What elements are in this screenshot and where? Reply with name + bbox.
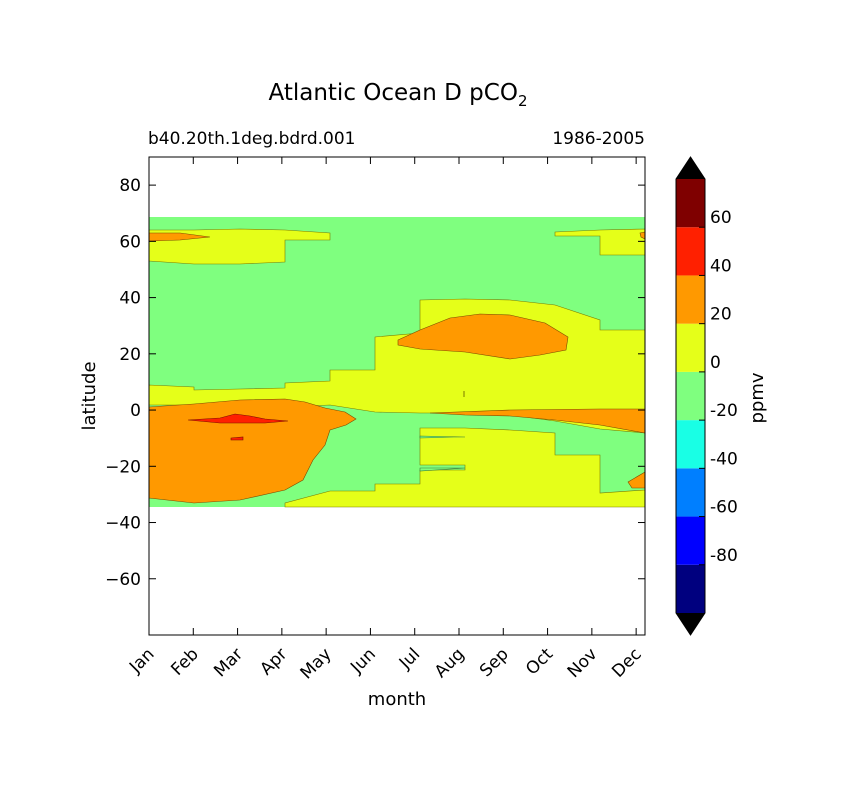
- contour-orange-summer: [397, 313, 569, 360]
- colorbar-tick-label: -40: [710, 449, 738, 469]
- colorbar-tick-label: 20: [710, 305, 732, 325]
- colorbar-segment: [676, 179, 705, 228]
- y-tick-label: −20: [105, 457, 141, 477]
- colorbar-tick-label: 0: [710, 353, 721, 373]
- y-tick-label: 60: [119, 232, 141, 252]
- plot-area: 80 60 40 20 0 −20 −40 −60 Jan Feb Mar Apr May Jun Jul…: [105, 156, 646, 683]
- colorbar: 60 40 20 0 -20 -40 -60 -80: [675, 156, 738, 636]
- x-tick-label: Mar: [210, 644, 247, 681]
- colorbar-over-arrow: [676, 157, 705, 179]
- colorbar-segment: [676, 468, 705, 517]
- x-tick-label: Jan: [125, 644, 158, 677]
- x-tick-label: Oct: [522, 644, 557, 679]
- y-axis-label: latitude: [79, 361, 100, 430]
- colorbar-segment: [676, 371, 705, 421]
- contour-yellow-north-east: [554, 228, 646, 256]
- y-tick-label: 0: [130, 401, 141, 421]
- colorbar-segment: [676, 420, 705, 469]
- contour-red-patch: [187, 413, 289, 424]
- y-tick-label: 40: [119, 289, 141, 309]
- colorbar-under-arrow: [676, 613, 705, 635]
- y-tick-label: 20: [119, 345, 141, 365]
- y-tick-label: 80: [119, 176, 141, 196]
- colorbar-label: ppmv: [747, 372, 768, 423]
- y-tick-label: −60: [105, 570, 141, 590]
- x-tick-label: May: [297, 644, 336, 683]
- x-tick-label: Feb: [167, 644, 202, 679]
- subtitle-left: b40.20th.1deg.bdrd.001: [148, 129, 355, 149]
- contour-green-sliver-1: [419, 435, 466, 439]
- colorbar-outline: [675, 156, 706, 636]
- x-tick-label: Apr: [256, 644, 291, 679]
- contour-red-dot: [230, 436, 244, 441]
- subtitle-right: 1986-2005: [552, 129, 645, 149]
- x-tick-label: Aug: [431, 644, 469, 682]
- x-tick-label: Sep: [476, 644, 513, 681]
- x-tick-label: Jun: [346, 644, 380, 678]
- colorbar-tick-label: 40: [710, 256, 732, 276]
- contour-fills: [148, 217, 646, 508]
- colorbar-tick-label: -20: [710, 401, 738, 421]
- colorbar-segment: [676, 516, 705, 565]
- chart-title: Atlantic Ocean D pCO2: [269, 80, 528, 110]
- x-tick-label: Jul: [395, 644, 424, 673]
- y-axis: 80 60 40 20 0 −20 −40 −60: [105, 176, 645, 590]
- colorbar-segment: [676, 227, 705, 276]
- colorbar-segment: [676, 564, 705, 613]
- colorbar-tick-label: -60: [710, 498, 738, 518]
- x-tick-label: Dec: [608, 644, 645, 681]
- contour-green-sliver-2: [419, 467, 466, 472]
- contour-orange-east: [429, 408, 646, 434]
- x-axis-label: month: [368, 689, 426, 710]
- colorbar-segment: [676, 275, 705, 324]
- colorbar-tick-label: -80: [710, 546, 738, 566]
- y-tick-label: −40: [105, 514, 141, 534]
- colorbar-tick-label: 60: [710, 208, 732, 228]
- x-tick-label: Nov: [564, 644, 602, 682]
- colorbar-segment: [676, 323, 705, 372]
- plot-frame: [148, 156, 646, 636]
- contour-orange-southwest: [148, 398, 357, 504]
